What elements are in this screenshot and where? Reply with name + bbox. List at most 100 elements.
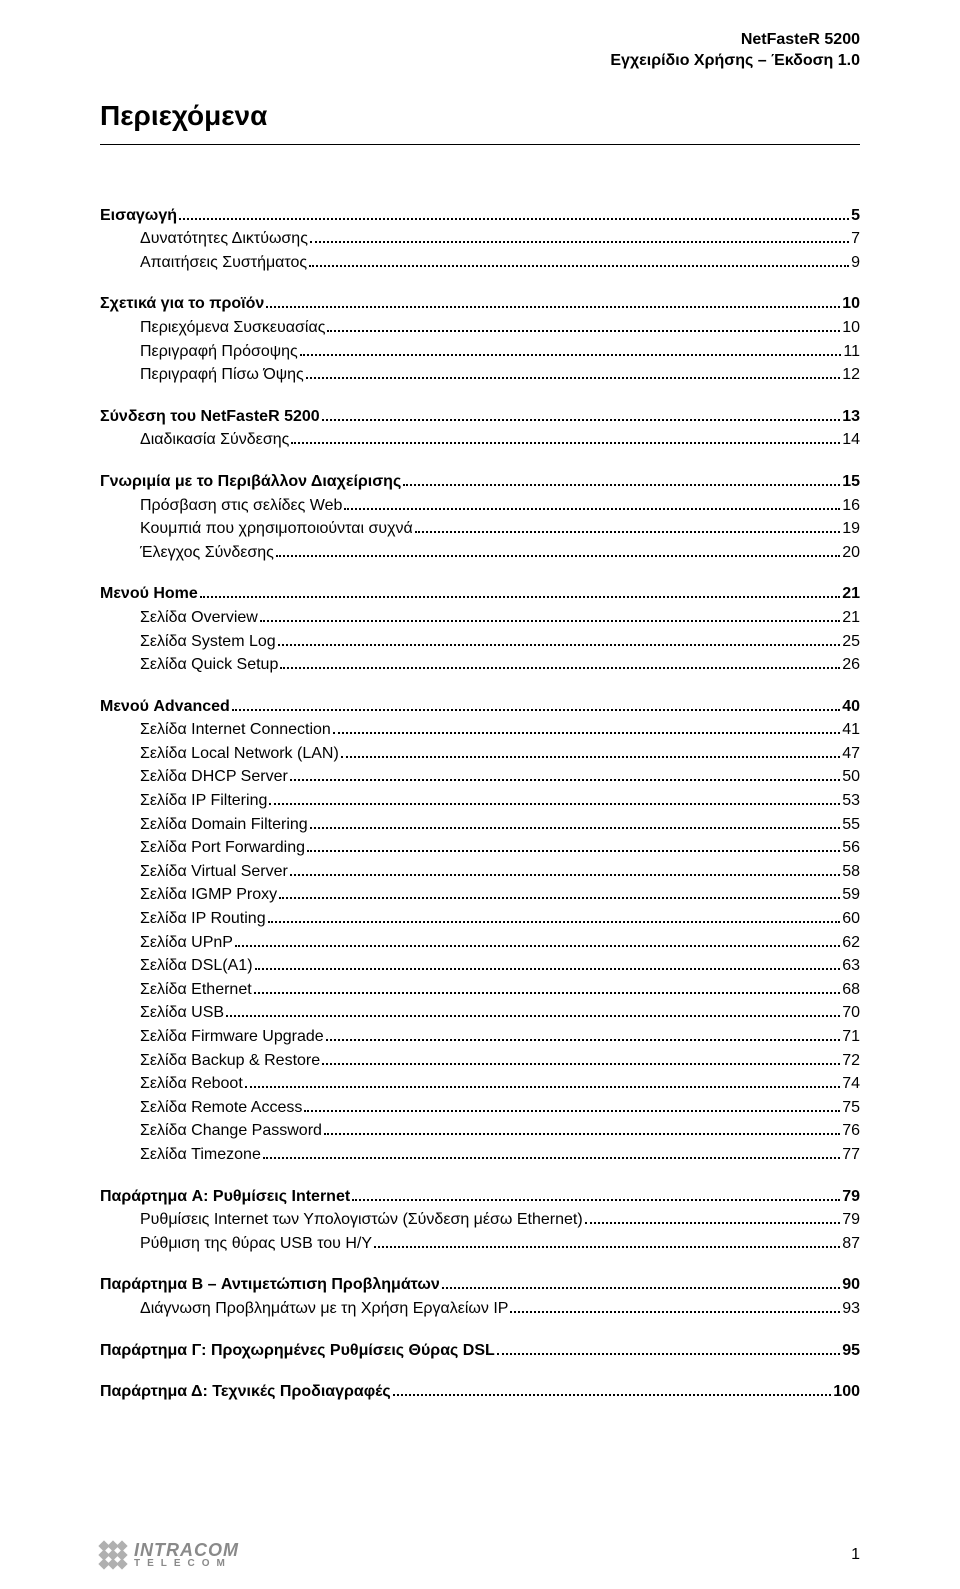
toc-label: Σελίδα Virtual Server <box>140 861 288 883</box>
toc-subitem: Σελίδα Internet Connection 41 <box>100 719 860 741</box>
toc-subitem: Σελίδα IP Routing 60 <box>100 908 860 930</box>
toc-leader-dots <box>309 265 849 267</box>
toc-label: Σελίδα Remote Access <box>140 1097 302 1119</box>
toc-page-number: 77 <box>842 1144 860 1166</box>
toc-subitem: Κουμπιά που χρησιμοποιούνται συχνά 19 <box>100 518 860 540</box>
toc-page-number: 56 <box>842 837 860 859</box>
toc-label: Σελίδα Reboot <box>140 1073 243 1095</box>
toc-leader-dots <box>310 241 849 243</box>
toc-subitem: Έλεγχος Σύνδεσης 20 <box>100 542 860 564</box>
toc-leader-dots <box>290 779 840 781</box>
toc-label: Σελίδα IP Filtering <box>140 790 267 812</box>
header-right: NetFasteR 5200 Εγχειρίδιο Χρήσης – Έκδοσ… <box>100 30 860 72</box>
toc-page-number: 63 <box>842 955 860 977</box>
toc-leader-dots <box>415 531 840 533</box>
toc-section: Μενού Advanced 40 <box>100 696 860 718</box>
toc-subitem: Απαιτήσεις Συστήματος 9 <box>100 252 860 274</box>
toc-leader-dots <box>179 218 849 220</box>
toc-page-number: 87 <box>842 1233 860 1255</box>
toc-subitem: Σελίδα DHCP Server 50 <box>100 766 860 788</box>
toc-label: Παράρτημα Δ: Τεχνικές Προδιαγραφές <box>100 1381 391 1403</box>
toc-leader-dots <box>307 850 840 852</box>
toc-label: Περιεχόμενα Συσκευασίας <box>140 317 325 339</box>
toc-leader-dots <box>268 921 841 923</box>
toc-page-number: 59 <box>842 884 860 906</box>
toc-subitem: Σελίδα IP Filtering 53 <box>100 790 860 812</box>
toc-leader-dots <box>333 732 840 734</box>
toc-subitem: Σελίδα Remote Access 75 <box>100 1097 860 1119</box>
toc-subitem: Σελίδα Virtual Server 58 <box>100 861 860 883</box>
toc-label: Σχετικά για το προϊόν <box>100 293 264 315</box>
toc-section: Γνωριμία με το Περιβάλλον Διαχείρισης 15 <box>100 471 860 493</box>
manual-subtitle: Εγχειρίδιο Χρήσης – Έκδοση 1.0 <box>100 51 860 72</box>
toc-label: Γνωριμία με το Περιβάλλον Διαχείρισης <box>100 471 401 493</box>
toc-subitem: Δυνατότητες Δικτύωσης 7 <box>100 228 860 250</box>
toc-leader-dots <box>255 968 841 970</box>
toc-label: Σελίδα Port Forwarding <box>140 837 305 859</box>
toc-subitem: Ρύθμιση της θύρας USB του Η/Υ 87 <box>100 1233 860 1255</box>
toc-leader-dots <box>254 992 841 994</box>
toc-page-number: 47 <box>842 743 860 765</box>
toc-leader-dots <box>278 644 841 646</box>
toc-label: Σελίδα USB <box>140 1002 224 1024</box>
toc-label: Παράρτημα A: Ρυθμίσεις Internet <box>100 1186 350 1208</box>
toc-label: Σελίδα Ethernet <box>140 979 252 1001</box>
toc-leader-dots <box>276 555 840 557</box>
toc-label: Εισαγωγή <box>100 205 177 227</box>
toc-label: Δυνατότητες Δικτύωσης <box>140 228 308 250</box>
toc-label: Σελίδα UPnP <box>140 932 233 954</box>
toc-label: Σελίδα Change Password <box>140 1120 322 1142</box>
toc-leader-dots <box>310 827 841 829</box>
toc-page-number: 25 <box>842 631 860 653</box>
toc-leader-dots <box>279 897 840 899</box>
table-of-contents: Εισαγωγή 5Δυνατότητες Δικτύωσης 7Απαιτήσ… <box>100 205 860 1403</box>
toc-page-number: 79 <box>842 1186 860 1208</box>
toc-leader-dots <box>291 442 840 444</box>
toc-leader-dots <box>403 484 840 486</box>
toc-section: Παράρτημα Γ: Προχωρημένες Ρυθμίσεις Θύρα… <box>100 1340 860 1362</box>
toc-subitem: Σελίδα Change Password 76 <box>100 1120 860 1142</box>
toc-leader-dots <box>260 620 840 622</box>
toc-subitem: Σελίδα Port Forwarding 56 <box>100 837 860 859</box>
toc-page-number: 90 <box>842 1274 860 1296</box>
toc-page-number: 21 <box>842 607 860 629</box>
toc-leader-dots <box>232 709 840 711</box>
toc-section: Παράρτημα Δ: Τεχνικές Προδιαγραφές 100 <box>100 1381 860 1403</box>
toc-label: Περιγραφή Πρόσοψης <box>140 341 298 363</box>
toc-leader-dots <box>344 508 840 510</box>
toc-label: Σελίδα System Log <box>140 631 276 653</box>
toc-leader-dots <box>245 1086 840 1088</box>
toc-label: Παράρτημα Γ: Προχωρημένες Ρυθμίσεις Θύρα… <box>100 1340 495 1362</box>
toc-subitem: Διαδικασία Σύνδεσης 14 <box>100 429 860 451</box>
toc-page-number: 70 <box>842 1002 860 1024</box>
toc-label: Σελίδα Quick Setup <box>140 654 278 676</box>
toc-label: Σελίδα Internet Connection <box>140 719 331 741</box>
toc-page-number: 58 <box>842 861 860 883</box>
toc-page-number: 71 <box>842 1026 860 1048</box>
toc-label: Παράρτημα B – Αντιμετώπιση Προβλημάτων <box>100 1274 440 1296</box>
toc-section: Εισαγωγή 5 <box>100 205 860 227</box>
document-page: NetFasteR 5200 Εγχειρίδιο Χρήσης – Έκδοσ… <box>0 0 960 1589</box>
page-title: Περιεχόμενα <box>100 100 860 132</box>
toc-label: Διαδικασία Σύνδεσης <box>140 429 289 451</box>
toc-subitem: Σελίδα Domain Filtering 55 <box>100 814 860 836</box>
toc-section: Σύνδεση του NetFasteR 5200 13 <box>100 406 860 428</box>
toc-label: Σελίδα Domain Filtering <box>140 814 308 836</box>
toc-page-number: 40 <box>842 696 860 718</box>
toc-label: Ρύθμιση της θύρας USB του Η/Υ <box>140 1233 372 1255</box>
toc-label: Σελίδα Overview <box>140 607 258 629</box>
toc-leader-dots <box>235 945 840 947</box>
toc-subitem: Περιγραφή Πρόσοψης 11 <box>100 341 860 363</box>
toc-subitem: Σελίδα Reboot 74 <box>100 1073 860 1095</box>
toc-leader-dots <box>266 306 840 308</box>
toc-label: Απαιτήσεις Συστήματος <box>140 252 307 274</box>
toc-label: Πρόσβαση στις σελίδες Web <box>140 495 342 517</box>
toc-page-number: 26 <box>842 654 860 676</box>
toc-label: Σελίδα IP Routing <box>140 908 266 930</box>
toc-leader-dots <box>326 1039 841 1041</box>
toc-subitem: Σελίδα IGMP Proxy 59 <box>100 884 860 906</box>
toc-leader-dots <box>374 1246 840 1248</box>
toc-page-number: 14 <box>842 429 860 451</box>
toc-leader-dots <box>322 1063 840 1065</box>
toc-label: Σελίδα IGMP Proxy <box>140 884 277 906</box>
